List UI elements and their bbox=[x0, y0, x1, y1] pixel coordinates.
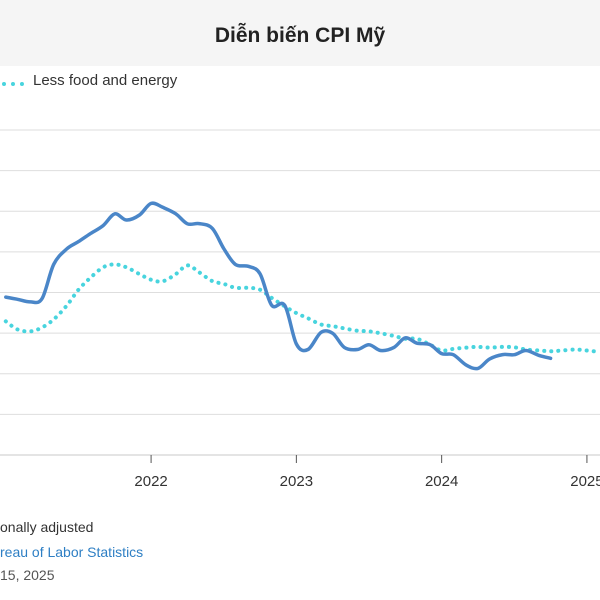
title-bar: Diễn biến CPI Mỹ bbox=[0, 0, 600, 66]
legend-swatch-dotted bbox=[2, 82, 24, 86]
legend-label: Less food and energy bbox=[33, 72, 178, 89]
x-tick-label: 2024 bbox=[425, 473, 458, 490]
chart-title: Diễn biến CPI Mỹ bbox=[214, 24, 386, 47]
footer-source-link[interactable]: reau of Labor Statistics bbox=[0, 544, 144, 560]
series-line-cpi bbox=[4, 201, 553, 371]
series-line-less-food-and-energy bbox=[3, 262, 600, 354]
footer-date: 15, 2025 bbox=[0, 567, 55, 583]
series-lines bbox=[3, 201, 600, 371]
x-tick-label: 2025 bbox=[570, 473, 600, 490]
x-tick-label: 2023 bbox=[280, 473, 313, 490]
gridlines bbox=[0, 129, 600, 456]
footer-note: onally adjusted bbox=[0, 519, 94, 535]
x-tick-label: 2022 bbox=[134, 473, 167, 490]
x-axis: 2022 2023 2024 2025 bbox=[134, 455, 600, 490]
